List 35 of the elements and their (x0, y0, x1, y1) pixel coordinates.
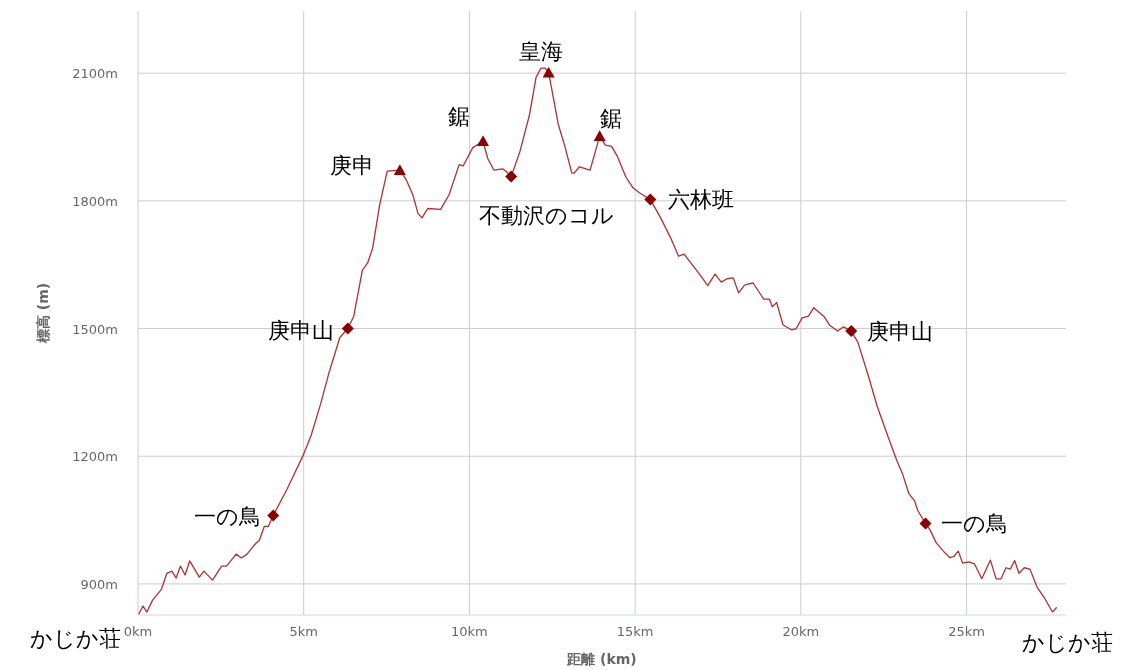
point (393, 164, 406, 175)
annotation: 庚申 (329, 153, 374, 179)
x-tick-label: 15km (616, 624, 654, 639)
y-tick-label: 2100m (72, 66, 118, 82)
point (542, 66, 555, 78)
annotation: 六林班 (668, 186, 735, 212)
y-tick-label: 900m (80, 576, 118, 592)
point (505, 170, 518, 183)
point (919, 517, 932, 530)
x-tick-label: 5km (289, 624, 318, 639)
y-tick-label: 1800m (72, 193, 118, 209)
x-tick-label: 20km (782, 624, 820, 639)
annotation: 庚申山 (867, 319, 934, 345)
x-tick-label: 10km (451, 624, 488, 639)
point (341, 322, 354, 335)
x-tick-label: 25km (948, 624, 985, 639)
annotation: 不動沢のコル (478, 202, 614, 228)
annotation: 一の鳥 (194, 504, 262, 530)
x-tick-label: 0km (123, 624, 153, 639)
point (477, 135, 490, 147)
point (845, 325, 858, 338)
point (267, 509, 280, 522)
y-tick-label: 1500m (72, 321, 118, 337)
point (593, 130, 606, 141)
annotation: 庚申山 (267, 317, 334, 343)
annotation: 皇海 (518, 38, 563, 64)
annotation: かじか荘 (29, 625, 121, 651)
y-tick-label: 1200m (72, 449, 118, 465)
point (644, 193, 657, 206)
y-axis-title: 標高 (m) (35, 282, 51, 345)
x-axis-title: 距離 (km) (566, 651, 637, 667)
annotation: 一の鳥 (941, 511, 1009, 537)
annotation: かじか荘 (1021, 629, 1113, 655)
annotation: 鋸 (599, 106, 622, 132)
annotation: 鋸 (448, 104, 471, 130)
